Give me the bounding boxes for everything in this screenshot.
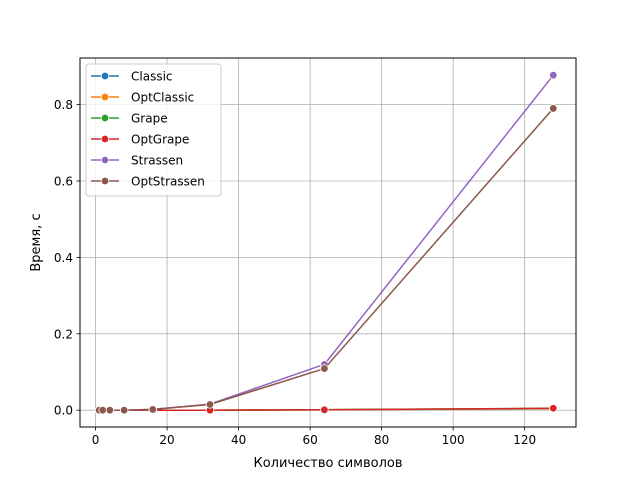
data-point	[549, 404, 558, 413]
x-tick-label: 20	[159, 433, 174, 447]
legend-item: Strassen	[91, 154, 183, 168]
data-point	[148, 405, 157, 414]
data-point	[320, 405, 329, 415]
x-tick-label: 120	[513, 433, 536, 447]
legend-item: OptClassic	[91, 91, 194, 105]
x-tick-label: 100	[442, 433, 465, 447]
series-layer	[94, 70, 558, 415]
legend: Classic OptClassic Grape OptGrape Strassen Op…	[85, 63, 222, 197]
data-point	[205, 400, 215, 409]
data-point	[320, 364, 329, 373]
legend-box	[85, 63, 222, 197]
legend-label: Grape	[131, 112, 168, 126]
legend-marker	[100, 155, 110, 165]
plot-frame	[79, 57, 577, 428]
data-point	[98, 405, 107, 415]
legend-marker	[100, 176, 110, 186]
legend-label: OptClassic	[131, 91, 194, 105]
y-tick-label: 0.4	[54, 251, 73, 265]
y-axis-ticks: 0.0 0.2 0.4 0.6 0.8	[54, 98, 80, 418]
x-tick-label: 40	[231, 433, 246, 447]
y-tick-label: 0.0	[54, 404, 73, 418]
legend-marker	[100, 92, 110, 102]
legend-item: Grape	[91, 112, 168, 126]
x-axis-label: Количество символов	[253, 456, 402, 471]
legend-label: Strassen	[131, 154, 183, 168]
legend-label: OptStrassen	[131, 175, 205, 189]
data-point	[119, 405, 129, 415]
legend-item: OptGrape	[91, 133, 189, 147]
data-point	[105, 405, 115, 415]
legend-marker	[100, 134, 110, 144]
legend-marker	[100, 113, 110, 123]
series-optstrassen	[94, 104, 558, 415]
x-tick-label: 0	[92, 433, 100, 447]
data-point	[549, 70, 558, 80]
y-tick-label: 0.6	[54, 175, 73, 189]
legend-marker	[100, 71, 110, 81]
legend-label: OptGrape	[131, 133, 189, 147]
x-tick-label: 60	[302, 433, 317, 447]
data-point	[549, 104, 558, 113]
y-tick-label: 0.8	[54, 98, 73, 112]
y-axis-label: Время, с	[29, 213, 44, 271]
x-tick-label: 80	[374, 433, 389, 447]
y-tick-label: 0.2	[54, 327, 73, 341]
legend-label: Classic	[131, 70, 173, 84]
legend-item: Classic	[91, 70, 173, 84]
legend-item: OptStrassen	[91, 175, 205, 189]
x-axis-ticks: 0 20 40 60 80 100 120	[92, 427, 536, 447]
